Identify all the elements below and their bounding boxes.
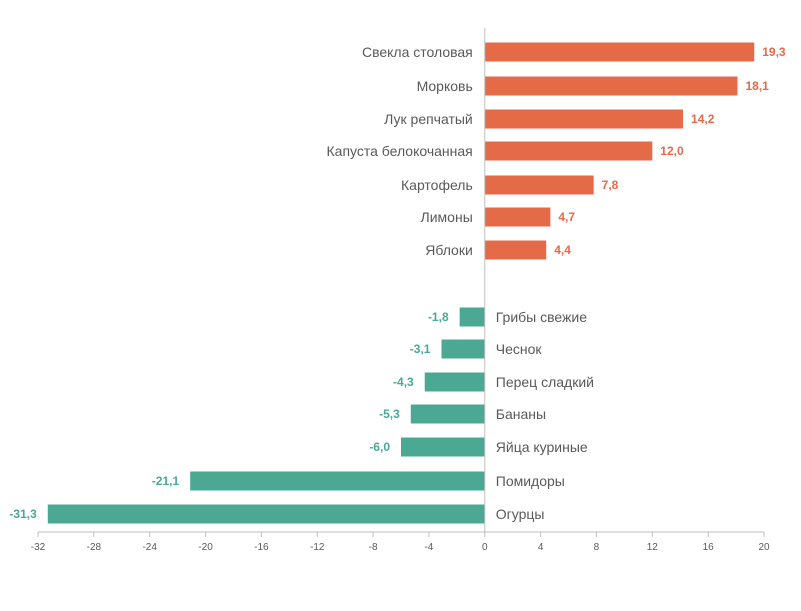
- bar: [190, 471, 485, 491]
- x-axis: -32 -28 -24 -20 -16 -12 -8 -4 0 4 8 12 16 20: [31, 28, 770, 553]
- x-tick-label: -32: [31, 542, 46, 553]
- category-label: Капуста белокочанная: [327, 143, 473, 159]
- x-tick-label: 12: [647, 542, 659, 553]
- bar: [441, 339, 485, 359]
- data-label: 12,0: [660, 144, 684, 158]
- bar: [484, 109, 684, 129]
- bar: [484, 240, 547, 260]
- x-tick-label: 0: [482, 542, 488, 553]
- bar: [459, 307, 485, 327]
- bar: [484, 42, 755, 62]
- data-label: 18,1: [745, 79, 769, 93]
- bar: [484, 207, 551, 227]
- data-label: -3,1: [410, 342, 431, 356]
- x-tick-label: 8: [594, 542, 600, 553]
- bar: [47, 504, 485, 524]
- data-label: -21,1: [152, 474, 180, 488]
- bar: [401, 437, 485, 457]
- x-tick-label: 16: [703, 542, 715, 553]
- bar: [484, 141, 653, 161]
- category-label: Картофель: [401, 177, 473, 193]
- data-label: -1,8: [428, 310, 449, 324]
- category-label: Лимоны: [421, 209, 473, 225]
- category-label: Яйца куриные: [496, 439, 588, 455]
- x-tick-label: -8: [369, 542, 378, 553]
- category-label: Лук репчатый: [384, 111, 473, 127]
- data-label: 4,7: [558, 210, 575, 224]
- data-label: -5,3: [379, 407, 400, 421]
- category-label: Морковь: [417, 78, 473, 94]
- data-label: -4,3: [393, 375, 414, 389]
- bars-group: [47, 42, 755, 524]
- x-tick-label: 4: [538, 542, 544, 553]
- category-label: Перец сладкий: [496, 374, 594, 390]
- category-label: Свекла столовая: [362, 44, 473, 60]
- x-tick-label: -16: [254, 542, 269, 553]
- category-label: Огурцы: [496, 506, 545, 522]
- x-tick-label: -24: [142, 542, 157, 553]
- data-label: -31,3: [9, 507, 37, 521]
- data-label: 7,8: [602, 178, 619, 192]
- x-tick-label: -28: [87, 542, 102, 553]
- bar: [484, 175, 594, 195]
- data-label: 4,4: [554, 243, 571, 257]
- category-label: Яблоки: [425, 242, 473, 258]
- bar: [410, 404, 485, 424]
- data-label: 14,2: [691, 112, 715, 126]
- x-tick-label: -4: [424, 542, 433, 553]
- data-label: 19,3: [762, 45, 786, 59]
- bar: [424, 372, 485, 392]
- data-label: -6,0: [369, 440, 390, 454]
- category-label: Чеснок: [496, 341, 543, 357]
- labels-group: Свекла столовая 19,3 Морковь 18,1 Лук репчат…: [9, 44, 785, 522]
- category-label: Бананы: [496, 406, 546, 422]
- x-tick-label: 20: [758, 542, 770, 553]
- bar: [484, 76, 738, 96]
- x-tick-label: -20: [198, 542, 213, 553]
- x-tick-label: -12: [310, 542, 325, 553]
- category-label: Грибы свежие: [496, 309, 587, 325]
- category-label: Помидоры: [496, 473, 565, 489]
